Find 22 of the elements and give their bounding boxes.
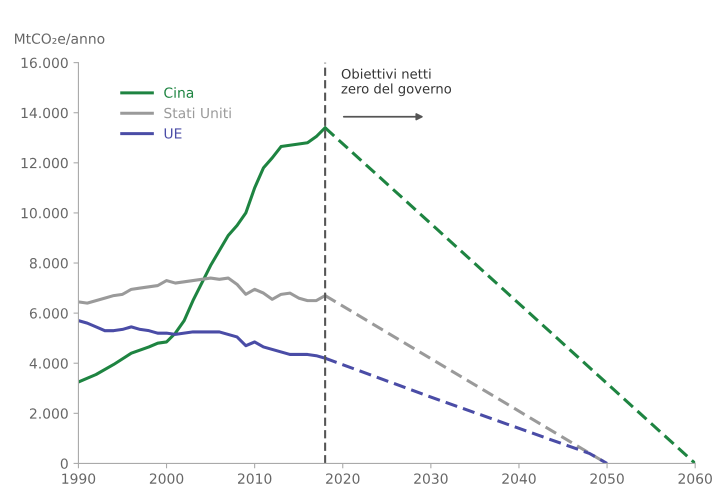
y-tick-label: 0 (60, 458, 68, 469)
x-tick-label: 2040 (502, 473, 536, 484)
ref-line-label: Obiettivi netti zero del governo (342, 68, 452, 96)
x-tick-label: 2030 (414, 473, 448, 484)
y-tick-label: 10.000 (22, 208, 68, 218)
y-tick-label: 8.000 (30, 258, 68, 268)
y-tick-label: 4.000 (30, 358, 68, 369)
y-tick-label: 6.000 (30, 308, 68, 319)
legend-label: Cina (164, 87, 194, 98)
y-tick-label: 12.000 (22, 158, 68, 168)
x-tick-label: 1990 (62, 473, 96, 484)
y-tick-label: 2.000 (30, 408, 68, 419)
y-tick-label: 16.000 (22, 58, 68, 68)
x-tick-label: 2000 (150, 473, 184, 484)
x-tick-label: 2050 (590, 473, 624, 484)
y-tick-label: 14.000 (22, 108, 68, 118)
y-axis-title: MtCO₂e/anno (15, 33, 104, 45)
x-tick-label: 2020 (326, 473, 360, 484)
legend-label: Stati Uniti (164, 108, 231, 118)
legend-label: UE (164, 128, 182, 139)
x-tick-label: 2010 (238, 473, 272, 484)
x-tick-label: 2060 (678, 473, 712, 484)
